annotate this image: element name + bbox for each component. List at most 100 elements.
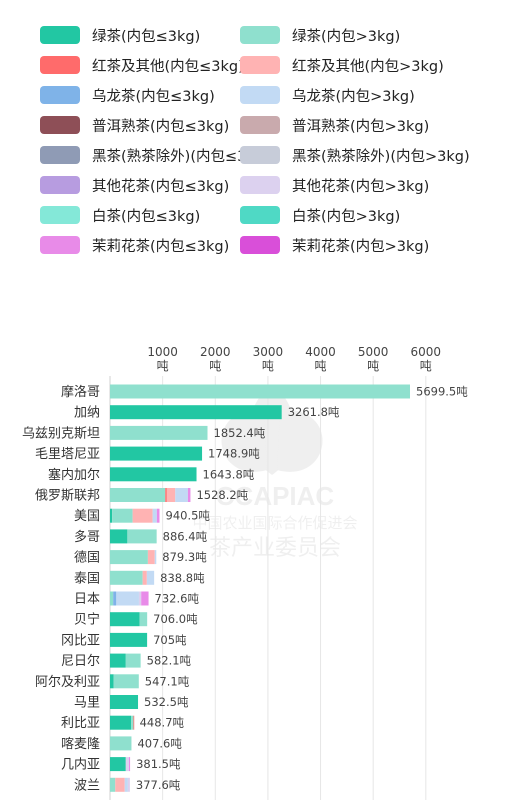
legend-label: 黑茶(熟茶除外)(内包>3kg)	[292, 148, 470, 165]
bar-value-label: 407.6吨	[137, 736, 182, 750]
legend-item[interactable]: 其他花茶(内包≤3kg)	[40, 173, 229, 197]
y-category-label: 尼日尔	[61, 654, 100, 669]
legend-swatch	[240, 56, 280, 74]
bar-segment	[110, 591, 114, 606]
bar-segment	[110, 612, 140, 627]
y-category-label: 马里	[74, 696, 100, 711]
bar-segment	[113, 591, 117, 606]
legend-item[interactable]: 红茶及其他(内包>3kg)	[240, 53, 444, 77]
bar-segment	[110, 777, 116, 792]
y-category-label: 几内亚	[61, 757, 100, 773]
bar-segment	[110, 550, 148, 565]
legend-item[interactable]: 白茶(内包>3kg)	[240, 203, 400, 227]
legend-swatch	[240, 236, 280, 254]
bar-segment	[156, 508, 160, 523]
legend-label: 红茶及其他(内包≤3kg)	[92, 58, 244, 75]
bar-segment	[112, 508, 133, 523]
legend-item[interactable]: 白茶(内包≤3kg)	[40, 203, 200, 227]
bar-segment	[129, 757, 131, 772]
legend-swatch	[40, 26, 80, 44]
bar-segment	[110, 632, 148, 647]
bar-segment	[110, 405, 282, 420]
y-category-label: 冈比亚	[61, 633, 100, 648]
legend-item[interactable]: 茉莉花茶(内包≤3kg)	[40, 233, 229, 257]
legend-item[interactable]: 乌龙茶(内包>3kg)	[240, 83, 415, 107]
legend-item[interactable]: 红茶及其他(内包≤3kg)	[40, 53, 244, 77]
y-category-label: 泰国	[74, 571, 100, 586]
bar-value-label: 1748.9吨	[208, 447, 260, 461]
bar-segment	[147, 550, 155, 565]
legend-item[interactable]: 黑茶(熟茶除外)(内包>3kg)	[240, 143, 470, 167]
bar-segment	[115, 777, 125, 792]
legend-label: 白茶(内包≤3kg)	[92, 208, 201, 225]
legend-item[interactable]: 普洱熟茶(内包≤3kg)	[40, 113, 229, 137]
y-category-label: 波兰	[74, 778, 100, 793]
x-tick-label: 5000	[358, 345, 389, 359]
bar-segment	[133, 715, 135, 730]
x-tick-unit: 吨	[367, 359, 379, 373]
legend-swatch	[240, 86, 280, 104]
legend-item[interactable]: 其他花茶(内包>3kg)	[240, 173, 429, 197]
bar-segment	[110, 715, 132, 730]
legend-item[interactable]: 乌龙茶(内包≤3kg)	[40, 83, 215, 107]
bar-segment	[138, 591, 142, 606]
y-category-label: 俄罗斯联邦	[35, 489, 100, 504]
bar-value-label: 1643.8吨	[203, 467, 255, 481]
y-category-label: 摩洛哥	[61, 384, 100, 400]
bar-segment	[127, 777, 130, 792]
value-labels: 5699.5吨 3261.8吨 1852.4吨 1748.9吨 1643.8吨 1528.…	[136, 385, 468, 792]
bar-segment	[110, 529, 128, 544]
legend-item[interactable]: 绿茶(内包>3kg)	[240, 23, 400, 47]
y-category-label: 毛里塔尼亚	[35, 447, 100, 462]
bar-segment	[125, 653, 141, 668]
legend-swatch	[40, 86, 80, 104]
legend-item[interactable]: 茉莉花茶(内包>3kg)	[240, 233, 429, 257]
legend-item[interactable]: 绿茶(内包≤3kg)	[40, 23, 200, 47]
legend-item[interactable]: 普洱熟茶(内包>3kg)	[240, 113, 429, 137]
bar-value-label: 1528.2吨	[196, 488, 248, 502]
bar-segment	[110, 384, 410, 399]
y-category-label: 美国	[74, 509, 100, 524]
legend-swatch	[40, 206, 80, 224]
y-category-label: 日本	[74, 592, 100, 607]
legend-label: 绿茶(内包>3kg)	[292, 28, 401, 45]
bar-segment	[116, 591, 139, 606]
bar-segment	[110, 508, 113, 523]
bar-value-label: 582.1吨	[147, 654, 192, 668]
chart-legend: 绿茶(内包≤3kg) 绿茶(内包>3kg) 红茶及其他(内包≤3kg) 红茶及其他(内…	[0, 0, 518, 270]
y-category-label: 利比亚	[61, 716, 100, 731]
bar-segment	[110, 425, 208, 440]
legend-swatch	[40, 236, 80, 254]
x-tick-label: 2000	[200, 345, 231, 359]
legend-swatch	[240, 26, 280, 44]
bar-value-label: 1852.4吨	[214, 426, 266, 440]
legend-swatch	[240, 146, 280, 164]
legend-swatch	[240, 176, 280, 194]
legend-swatch	[40, 56, 80, 74]
y-category-label: 塞内加尔	[48, 467, 100, 483]
bar-value-label: 940.5吨	[166, 509, 211, 523]
x-tick-unit: 吨	[315, 359, 327, 373]
legend-label: 普洱熟茶(内包≤3kg)	[92, 118, 230, 135]
x-tick-unit: 吨	[209, 359, 221, 373]
bar-segment	[124, 777, 128, 792]
bar-value-label: 886.4吨	[163, 529, 208, 543]
x-tick-unit: 吨	[420, 359, 432, 373]
y-category-label: 多哥	[74, 529, 100, 545]
bar-value-label: 532.5吨	[144, 695, 189, 709]
legend-label: 红茶及其他(内包>3kg)	[292, 58, 444, 75]
bar-segment	[175, 488, 188, 502]
bar-segment	[146, 570, 155, 585]
bar-value-label: 732.6吨	[155, 592, 200, 606]
bar-segment	[125, 757, 130, 772]
y-category-label: 德国	[74, 551, 100, 566]
legend-label: 其他花茶(内包≤3kg)	[92, 178, 230, 195]
bar-segment	[110, 488, 166, 502]
bar-segment	[152, 508, 157, 523]
watermark-line1: 中国农业国际合作促进会	[192, 514, 357, 532]
bar-value-label: 706.0吨	[153, 612, 198, 626]
bar-value-label: 705吨	[153, 633, 187, 647]
legend-item[interactable]: 黑茶(熟茶除外)(内包≤3kg)	[40, 143, 270, 167]
watermark-line2: 茶产业委员会	[209, 536, 341, 561]
